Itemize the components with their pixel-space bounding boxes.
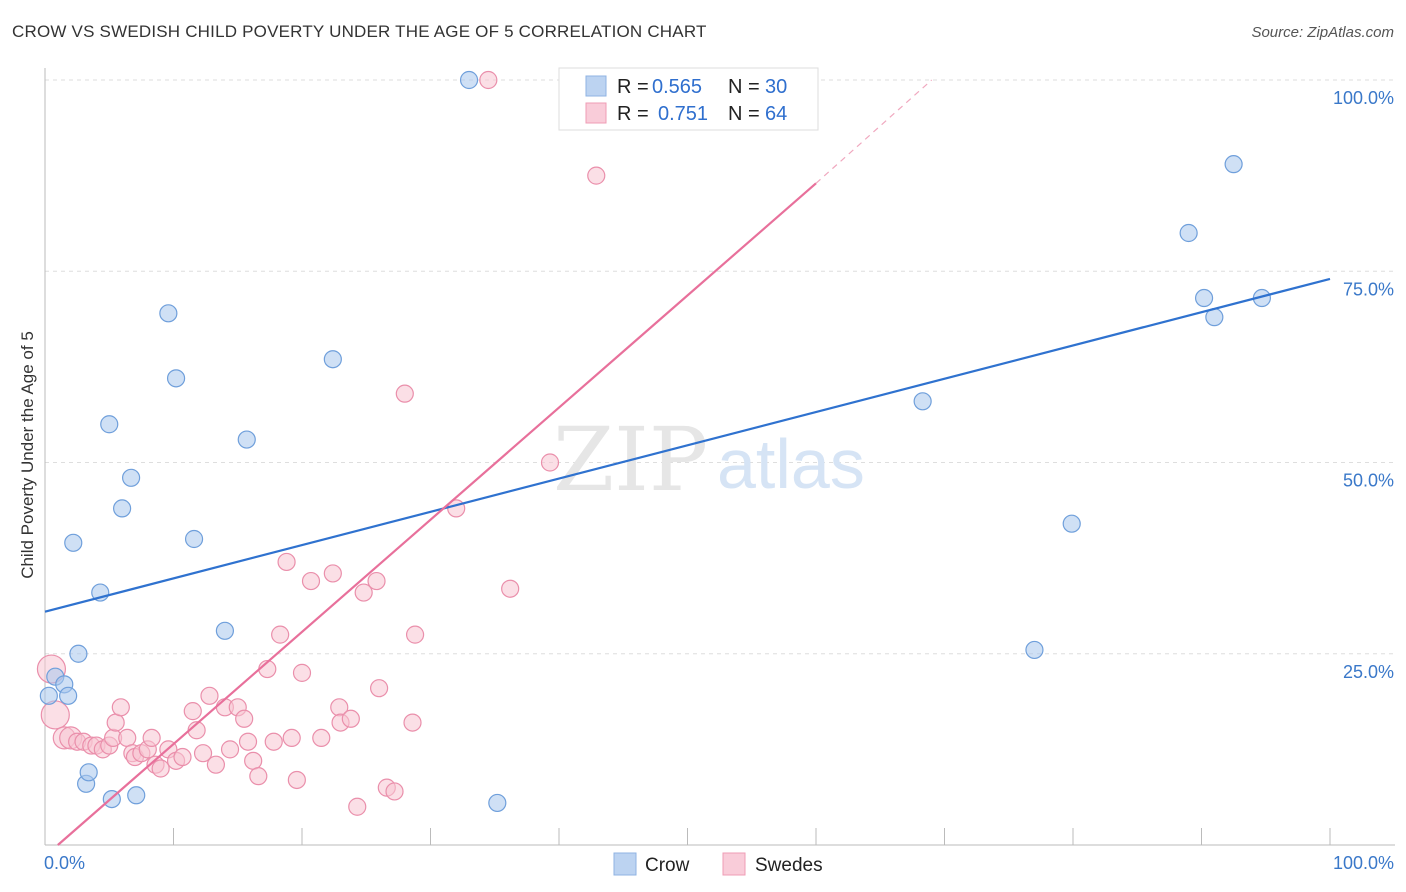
y-tick-label-25: 25.0% bbox=[1343, 662, 1394, 682]
data-points bbox=[36, 70, 1271, 816]
crow-point bbox=[488, 793, 507, 813]
watermark: ZIP atlas bbox=[553, 408, 865, 511]
swedes-point bbox=[264, 732, 283, 751]
crow-point bbox=[913, 392, 932, 411]
swedes-point bbox=[587, 166, 606, 185]
x-tick-label-0: 0.0% bbox=[44, 853, 85, 873]
crow-point bbox=[184, 529, 204, 549]
crow-point bbox=[323, 350, 342, 369]
crow-point bbox=[121, 468, 141, 487]
swedes-point bbox=[106, 713, 125, 732]
swedes-point bbox=[200, 686, 219, 705]
crow-point bbox=[1025, 640, 1044, 660]
swedes-point bbox=[301, 571, 321, 591]
swedes-point bbox=[403, 713, 422, 732]
swedes-point bbox=[206, 755, 226, 774]
swedes-point bbox=[370, 679, 389, 698]
swedes-point bbox=[385, 782, 404, 801]
swedes-point bbox=[193, 744, 213, 763]
swedes-point bbox=[277, 552, 296, 572]
crow-point bbox=[1179, 223, 1198, 243]
swedes-point bbox=[118, 728, 137, 748]
swedes-point bbox=[367, 571, 386, 591]
swedes-point bbox=[235, 709, 254, 728]
swedes-point bbox=[238, 732, 258, 751]
stats-legend: R = 0.565 N = 30 R = 0.751 N = 64 bbox=[558, 67, 819, 131]
legend-swedes-n-label: N = bbox=[728, 103, 760, 125]
legend-swedes-r-value: 0.751 bbox=[658, 103, 708, 125]
swedes-point bbox=[479, 70, 498, 90]
series-legend: Crow Swedes bbox=[613, 852, 823, 876]
series-legend-swatch-crow bbox=[613, 852, 637, 876]
swedes-point bbox=[244, 751, 263, 770]
crow-point bbox=[1194, 288, 1214, 308]
swedes-point bbox=[323, 564, 342, 583]
crow-point bbox=[100, 415, 119, 434]
crow-point bbox=[237, 430, 256, 449]
series-legend-label-crow: Crow bbox=[645, 855, 690, 876]
chart-title: CROW VS SWEDISH CHILD POVERTY UNDER THE … bbox=[12, 22, 707, 41]
y-tick-labels: 25.0% 50.0% 75.0% 100.0% bbox=[1333, 88, 1394, 682]
swedes-point bbox=[220, 740, 240, 759]
y-tick-label-100: 100.0% bbox=[1333, 88, 1394, 108]
crow-point bbox=[215, 621, 234, 640]
legend-crow-n-value: 30 bbox=[765, 76, 787, 98]
legend-swedes-n-value: 64 bbox=[765, 103, 787, 125]
y-tick-label-75: 75.0% bbox=[1343, 279, 1394, 299]
swedes-trend-extension bbox=[815, 79, 933, 184]
swedes-point bbox=[405, 625, 425, 644]
crow-point bbox=[127, 786, 146, 805]
x-axis-ticks bbox=[173, 828, 1331, 845]
legend-crow-r-value: 0.565 bbox=[652, 76, 702, 98]
crow-point bbox=[59, 686, 78, 705]
swedes-point bbox=[292, 663, 312, 682]
swedes-point bbox=[271, 625, 290, 644]
chart-source: Source: ZipAtlas.com bbox=[1251, 24, 1394, 41]
swedes-point bbox=[183, 702, 202, 721]
swedes-trend-line bbox=[57, 182, 817, 846]
swedes-point bbox=[173, 747, 192, 767]
crow-point bbox=[112, 499, 132, 518]
swedes-point bbox=[282, 728, 301, 748]
gridlines bbox=[45, 79, 1395, 655]
swedes-point bbox=[395, 384, 414, 403]
swedes-point bbox=[40, 700, 70, 730]
swedes-point bbox=[151, 759, 170, 778]
swedes-point bbox=[142, 728, 161, 748]
swedes-point bbox=[111, 698, 130, 717]
crow-trend-line bbox=[44, 277, 1331, 613]
crow-point bbox=[39, 686, 58, 705]
legend-crow-n-label: N = bbox=[728, 76, 760, 98]
crow-point bbox=[166, 369, 186, 388]
series-legend-label-swedes: Swedes bbox=[755, 855, 823, 876]
y-axis-label: Child Poverty Under the Age of 5 bbox=[18, 331, 37, 579]
y-tick-label-50: 50.0% bbox=[1343, 471, 1394, 491]
crow-point bbox=[64, 533, 83, 552]
legend-swedes-r-label: R = bbox=[617, 103, 649, 125]
trend-lines bbox=[44, 79, 1331, 846]
swedes-point bbox=[249, 767, 268, 786]
swedes-point bbox=[354, 583, 373, 602]
crow-point bbox=[79, 763, 98, 782]
legend-swatch-crow bbox=[585, 75, 607, 97]
swedes-point bbox=[287, 770, 306, 790]
x-tick-label-100: 100.0% bbox=[1333, 853, 1394, 873]
series-legend-swatch-swedes bbox=[722, 852, 746, 876]
swedes-point bbox=[348, 797, 367, 816]
crow-point bbox=[159, 304, 178, 323]
crow-point bbox=[1062, 514, 1081, 533]
swedes-point bbox=[501, 579, 520, 598]
watermark-atlas: atlas bbox=[717, 425, 865, 503]
crow-point bbox=[1224, 155, 1243, 174]
swedes-point bbox=[540, 453, 560, 472]
crow-point bbox=[69, 644, 88, 663]
legend-crow-r-label: R = bbox=[617, 76, 649, 98]
swedes-point bbox=[312, 728, 331, 748]
legend-swatch-swedes bbox=[585, 102, 607, 124]
swedes-point bbox=[341, 709, 360, 728]
crow-point bbox=[459, 70, 479, 90]
